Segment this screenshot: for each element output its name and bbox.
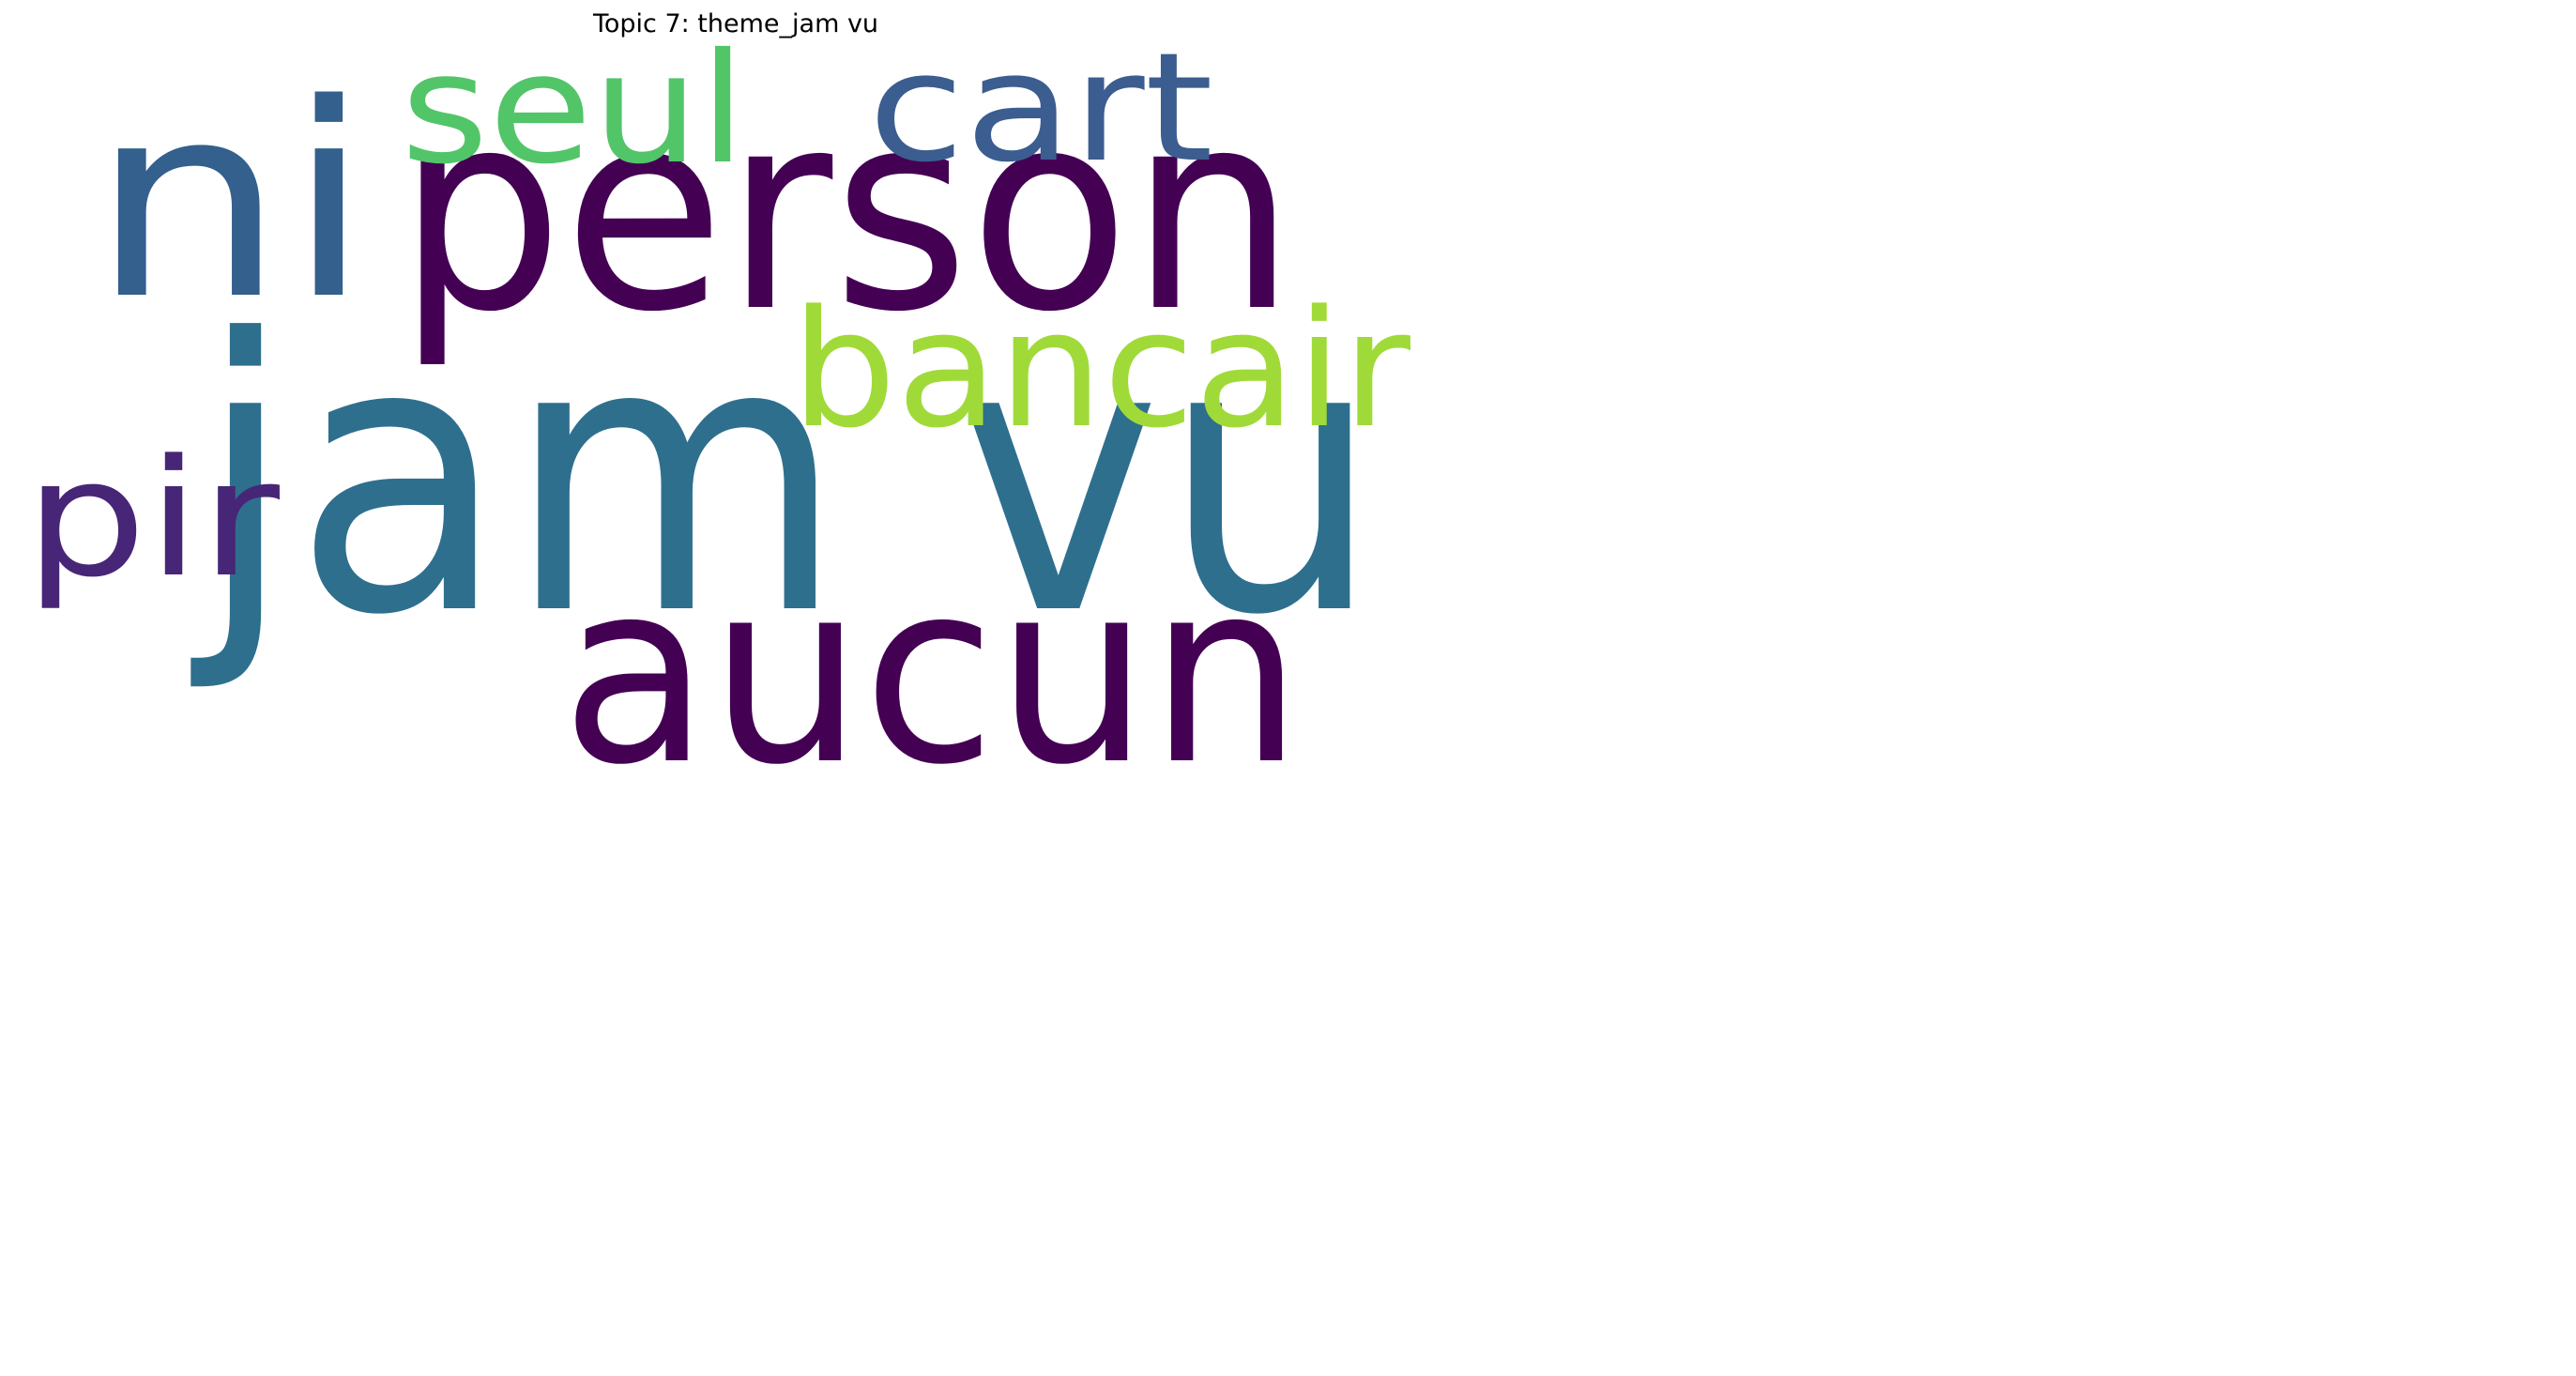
word-pir: pir (24, 424, 280, 613)
word-bancair: bancair (791, 275, 1410, 464)
word-cloud: jam vu person aucun ni bancair seul cart… (24, 20, 1410, 774)
word-ni: ni (90, 47, 372, 359)
word-cart: cart (868, 20, 1213, 195)
figure: { "title": "Topic 7: theme_jam vu", "wor… (0, 0, 1450, 774)
word-jam-vu: jam vu (186, 261, 1381, 697)
word-seul: seul (401, 22, 746, 198)
word-aucun: aucun (561, 527, 1303, 774)
word-person: person (397, 53, 1296, 373)
plot-title: Topic 7: theme_jam vu (592, 9, 879, 38)
